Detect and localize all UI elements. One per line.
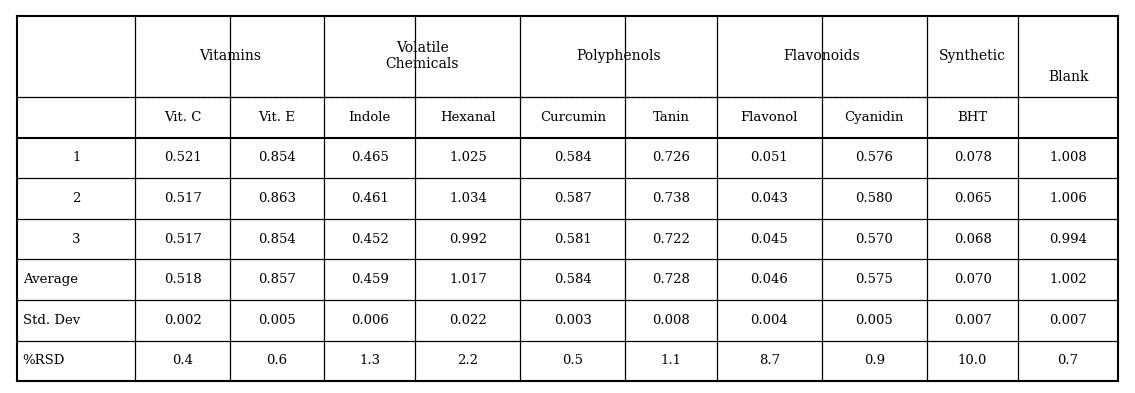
Text: 0.002: 0.002 [163, 314, 201, 327]
Text: Std. Dev: Std. Dev [23, 314, 79, 327]
Text: 0.9: 0.9 [864, 354, 885, 367]
Text: 2.2: 2.2 [457, 354, 479, 367]
Text: 8.7: 8.7 [759, 354, 780, 367]
Text: 1.006: 1.006 [1049, 192, 1087, 205]
Text: Flavonol: Flavonol [741, 111, 798, 124]
Text: 1.002: 1.002 [1049, 273, 1087, 286]
Text: 0.738: 0.738 [653, 192, 690, 205]
Text: 0.581: 0.581 [554, 233, 591, 246]
Text: Polyphenols: Polyphenols [577, 50, 661, 63]
Text: 0.575: 0.575 [856, 273, 893, 286]
Text: 0.517: 0.517 [163, 233, 202, 246]
Text: 10.0: 10.0 [958, 354, 987, 367]
Text: 1.1: 1.1 [661, 354, 682, 367]
Text: 0.043: 0.043 [750, 192, 789, 205]
Text: 0.006: 0.006 [351, 314, 388, 327]
Text: 0.022: 0.022 [449, 314, 487, 327]
Text: 0.992: 0.992 [449, 233, 487, 246]
Text: Tanin: Tanin [653, 111, 690, 124]
Text: Average: Average [23, 273, 77, 286]
Text: 1.025: 1.025 [449, 151, 487, 164]
Text: 2: 2 [72, 192, 81, 205]
Text: 0.007: 0.007 [1049, 314, 1087, 327]
Text: 0.004: 0.004 [750, 314, 789, 327]
Text: 0.994: 0.994 [1049, 233, 1087, 246]
Text: 0.070: 0.070 [953, 273, 992, 286]
Text: 0.459: 0.459 [351, 273, 388, 286]
Text: 0.6: 0.6 [267, 354, 287, 367]
Text: Volatile
Chemicals: Volatile Chemicals [386, 41, 459, 72]
Text: 0.576: 0.576 [856, 151, 893, 164]
Text: 0.068: 0.068 [953, 233, 992, 246]
Text: 0.521: 0.521 [163, 151, 201, 164]
Text: 0.857: 0.857 [258, 273, 296, 286]
Text: 0.4: 0.4 [173, 354, 193, 367]
Text: Vit. E: Vit. E [259, 111, 295, 124]
Text: %RSD: %RSD [23, 354, 65, 367]
Text: 0.722: 0.722 [653, 233, 690, 246]
Text: 0.854: 0.854 [258, 151, 295, 164]
Text: 0.005: 0.005 [856, 314, 893, 327]
Text: 3: 3 [72, 233, 81, 246]
Text: Vit. C: Vit. C [163, 111, 201, 124]
Text: 0.7: 0.7 [1058, 354, 1078, 367]
Text: 1.017: 1.017 [449, 273, 487, 286]
Text: 0.5: 0.5 [562, 354, 583, 367]
Text: 0.045: 0.045 [750, 233, 789, 246]
Text: Hexanal: Hexanal [440, 111, 496, 124]
Text: BHT: BHT [958, 111, 987, 124]
Text: 0.065: 0.065 [953, 192, 992, 205]
Text: Indole: Indole [348, 111, 390, 124]
Text: 0.461: 0.461 [351, 192, 388, 205]
Text: Flavonoids: Flavonoids [783, 50, 860, 63]
Text: 0.570: 0.570 [856, 233, 893, 246]
Text: 0.007: 0.007 [953, 314, 992, 327]
Text: 0.584: 0.584 [554, 273, 591, 286]
Text: 0.078: 0.078 [953, 151, 992, 164]
Text: 0.005: 0.005 [258, 314, 295, 327]
Text: 0.728: 0.728 [653, 273, 690, 286]
Text: 1.008: 1.008 [1049, 151, 1087, 164]
Text: 0.587: 0.587 [554, 192, 591, 205]
Text: 0.863: 0.863 [258, 192, 296, 205]
Text: 1: 1 [72, 151, 81, 164]
Text: Vitamins: Vitamins [199, 50, 261, 63]
Text: 0.051: 0.051 [750, 151, 789, 164]
Text: 0.854: 0.854 [258, 233, 295, 246]
Text: Blank: Blank [1048, 70, 1088, 84]
Text: 0.465: 0.465 [351, 151, 388, 164]
Text: 0.580: 0.580 [856, 192, 893, 205]
Text: 0.003: 0.003 [554, 314, 591, 327]
Text: Curcumin: Curcumin [540, 111, 606, 124]
Text: 0.517: 0.517 [163, 192, 202, 205]
Text: 0.008: 0.008 [653, 314, 690, 327]
Text: Synthetic: Synthetic [939, 50, 1006, 63]
Text: 0.726: 0.726 [653, 151, 690, 164]
Text: Cyanidin: Cyanidin [844, 111, 905, 124]
Text: 0.584: 0.584 [554, 151, 591, 164]
Text: 0.046: 0.046 [750, 273, 789, 286]
Text: 1.034: 1.034 [449, 192, 487, 205]
Text: 0.452: 0.452 [351, 233, 388, 246]
Text: 1.3: 1.3 [359, 354, 380, 367]
Text: 0.518: 0.518 [163, 273, 201, 286]
